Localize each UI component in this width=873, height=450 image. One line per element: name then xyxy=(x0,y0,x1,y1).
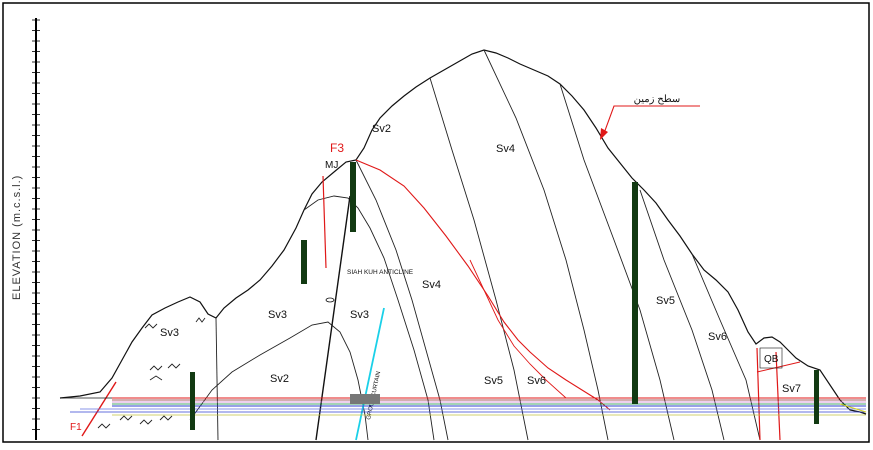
elevation-ticks xyxy=(32,19,40,430)
axis-marker xyxy=(325,297,335,303)
elevation-axis-label: ELEVATION (m.c.s.l.) xyxy=(11,175,23,300)
grout-curtain: GROUT CURTAIN xyxy=(355,307,385,441)
unit-sv6-bottom: Sv6 xyxy=(527,375,546,387)
borehole-1 xyxy=(190,372,195,430)
water-table-lines xyxy=(60,397,867,416)
ground-surface xyxy=(59,49,867,415)
fault-f1-label: F1 xyxy=(70,422,82,433)
unit-sv7: Sv7 xyxy=(782,383,801,395)
unit-sv3-mid: Sv3 xyxy=(350,309,369,321)
unit-sv3-left: Sv3 xyxy=(268,309,287,321)
fault-f3: F3 MJ xyxy=(322,141,611,411)
fault-f3-label: F3 xyxy=(330,141,344,155)
borehole-3 xyxy=(350,162,356,232)
unit-sv4-top: Sv4 xyxy=(496,143,515,155)
axis-line xyxy=(315,195,351,441)
unit-sv3-far-left: Sv3 xyxy=(160,327,179,339)
anticline-label-text: SIAH KUH ANTICLINE xyxy=(347,269,414,276)
borehole-4 xyxy=(632,182,638,404)
unit-sv5-bottom: Sv5 xyxy=(484,375,503,387)
unit-sv4-mid: Sv4 xyxy=(422,279,441,291)
unit-qb: QB xyxy=(764,354,779,365)
surface-label-callout: سطح زمین xyxy=(600,94,700,140)
drawing-frame xyxy=(2,2,870,443)
unit-sv2-top: Sv2 xyxy=(372,123,391,135)
unit-sv2-bottom: Sv2 xyxy=(270,373,289,385)
unit-sv5-right: Sv5 xyxy=(656,295,675,307)
anticline-label: SIAH KUH ANTICLINE xyxy=(347,269,414,276)
gallery xyxy=(350,394,380,404)
unit-sv6: Sv6 xyxy=(708,331,727,343)
boreholes xyxy=(190,162,819,430)
borehole-5 xyxy=(814,370,819,424)
qb-faults xyxy=(756,347,801,441)
elevation-axis: ELEVATION (m.c.s.l.) xyxy=(11,18,40,440)
unit-labels: Sv2 Sv4 Sv3 Sv3 Sv3 Sv2 Sv4 Sv5 Sv6 Sv5 … xyxy=(160,123,801,395)
alluvium-marks xyxy=(97,317,206,429)
marker-mj-label: MJ xyxy=(325,160,338,171)
surface-label: سطح زمین xyxy=(634,94,681,105)
borehole-2 xyxy=(301,240,307,284)
